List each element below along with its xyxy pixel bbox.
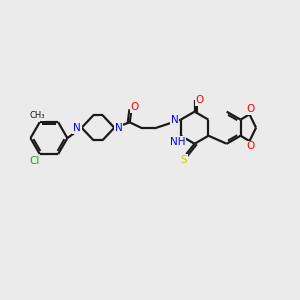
Text: O: O [246,104,254,114]
Text: N: N [171,115,178,125]
Text: CH₃: CH₃ [29,111,44,120]
Text: N: N [73,123,81,133]
Text: O: O [196,95,204,105]
Text: NH: NH [170,137,185,147]
Text: O: O [246,141,254,152]
Text: S: S [181,154,187,164]
Text: Cl: Cl [29,156,40,166]
Text: N: N [115,123,123,133]
Text: O: O [131,103,139,112]
